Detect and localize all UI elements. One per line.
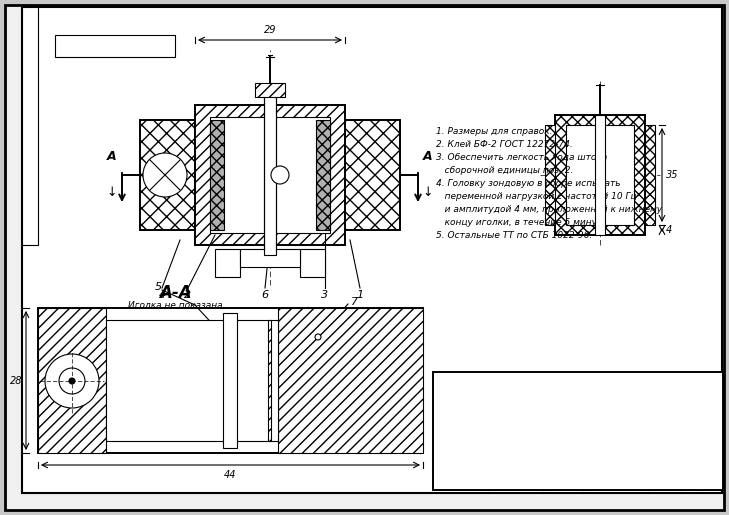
Bar [545,125,555,225]
Text: 97 900 ЗЕИЛЮМОН 1: 97 900 ЗЕИЛЮМОН 1 [69,42,161,50]
Text: 35: 35 [666,170,679,180]
Text: БГУИР, гр.811101: БГУИР, гр.811101 [438,455,502,461]
Text: 1: 1 [356,290,364,300]
Text: 4: 4 [666,225,672,235]
Bar [433,372,723,490]
Bar [106,320,278,441]
Text: Козлов: Козлов [491,441,511,446]
Text: 1. Размеры для справок.: 1. Размеры для справок. [436,127,553,136]
Bar [140,120,195,230]
Circle shape [59,368,85,394]
Bar [240,249,300,267]
Text: Сборочный чертеж: Сборочный чертеж [572,428,658,437]
Bar [215,249,240,277]
Bar [278,308,423,453]
Text: Иголка не показана: Иголка не показана [128,300,222,310]
Circle shape [271,166,289,184]
Text: 29: 29 [264,25,276,35]
Text: 6: 6 [262,290,268,300]
Text: А: А [107,150,117,163]
Text: Петров: Петров [491,415,512,420]
Text: 5: 5 [155,282,162,292]
Text: 44: 44 [224,470,236,480]
Bar [300,249,325,277]
Text: ↓: ↓ [423,186,433,199]
Text: 2: 2 [184,290,192,300]
Bar [210,120,224,230]
Circle shape [143,153,187,197]
Bar [210,117,330,233]
Text: ↓: ↓ [106,186,117,199]
Text: А-А: А-А [159,284,191,302]
Text: сборочной единицы поз. 2.: сборочной единицы поз. 2. [436,166,574,175]
Text: Нач.отд.: Нач.отд. [436,428,461,433]
Circle shape [45,354,99,408]
Bar [316,120,330,230]
Bar [223,313,237,448]
Text: ГЛЮН.418132.006 СБ: ГЛЮН.418132.006 СБ [516,383,680,396]
Circle shape [315,334,321,340]
Bar [55,35,175,57]
Bar [345,120,400,230]
Bar [566,125,634,225]
Text: Головка
зондовая: Головка зондовая [588,408,642,430]
Text: Разраб.: Разраб. [436,402,458,407]
Bar [595,115,605,235]
Text: переменной нагрузкой с частотой 10 Гц: переменной нагрузкой с частотой 10 Гц [436,192,636,201]
Bar [268,320,271,441]
Bar [264,95,276,255]
Circle shape [69,378,75,384]
Bar [195,105,345,245]
Text: Провер.: Провер. [436,415,459,420]
Bar [38,308,423,453]
Bar [22,7,38,245]
Bar [255,83,285,97]
Text: 28: 28 [9,376,22,386]
Text: Контр.: Контр. [436,441,456,446]
Bar [38,308,106,453]
Text: концу иголки, в течение 5 минут.: концу иголки, в течение 5 минут. [436,218,605,227]
Bar [645,125,655,225]
Text: Иванов: Иванов [491,402,512,407]
Text: 2. Клей БФ-2 ГОСТ 12272-74.: 2. Клей БФ-2 ГОСТ 12272-74. [436,140,573,149]
Text: Формат А3: Формат А3 [680,480,720,486]
Text: А: А [424,150,433,163]
Text: 4. Головку зондовую в сборе испытать: 4. Головку зондовую в сборе испытать [436,179,620,188]
Bar [555,115,645,235]
Text: 4: 4 [158,290,165,300]
Text: 5. Остальные ТТ по СТБ 1022-96.: 5. Остальные ТТ по СТБ 1022-96. [436,231,592,240]
Text: и амплитудой 4 мм, приложенной к нижнему: и амплитудой 4 мм, приложенной к нижнему [436,205,662,214]
Text: 3. Обеспечить легкость хода штока: 3. Обеспечить легкость хода штока [436,153,607,162]
Text: 7: 7 [351,297,359,307]
Text: 2:1: 2:1 [683,420,699,430]
Text: Сидоров: Сидоров [491,428,515,433]
Text: 97 900 ЗЕИЛЮМОН 1: 97 900 ЗЕИЛЮМОН 1 [28,88,33,164]
Text: 3: 3 [321,290,329,300]
